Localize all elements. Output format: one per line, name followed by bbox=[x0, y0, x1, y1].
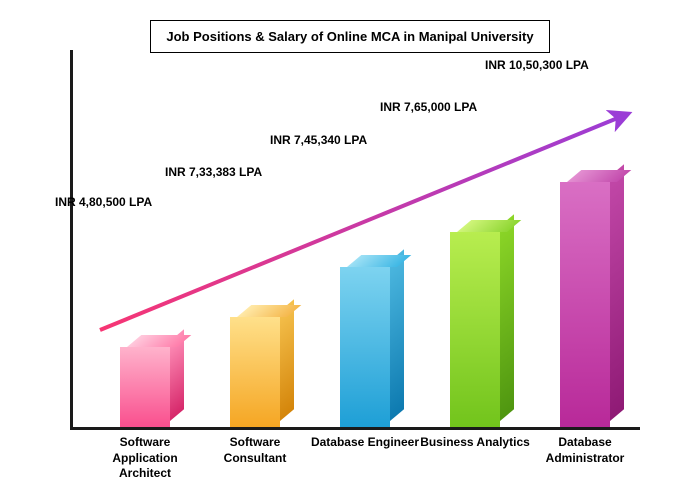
value-label: INR 7,65,000 LPA bbox=[380, 100, 477, 114]
bar-3 bbox=[450, 232, 514, 427]
bar-front bbox=[230, 317, 280, 427]
x-axis-label: Database Administrator bbox=[530, 435, 640, 466]
value-label: INR 7,33,383 LPA bbox=[165, 165, 262, 179]
value-label: INR 10,50,300 LPA bbox=[485, 58, 589, 72]
bar-2 bbox=[340, 267, 404, 427]
value-label: INR 7,45,340 LPA bbox=[270, 133, 367, 147]
bar-1 bbox=[230, 317, 294, 427]
bar-side bbox=[500, 214, 514, 421]
salary-bar-chart: Job Positions & Salary of Online MCA in … bbox=[60, 20, 660, 480]
bar-front bbox=[120, 347, 170, 427]
bars-area bbox=[70, 50, 640, 427]
bar-side bbox=[390, 249, 404, 421]
bar-0 bbox=[120, 347, 184, 427]
bar-4 bbox=[560, 182, 624, 427]
bar-front bbox=[560, 182, 610, 427]
bar-side bbox=[280, 299, 294, 421]
bar-front bbox=[340, 267, 390, 427]
x-axis-label: Database Engineer bbox=[310, 435, 420, 451]
x-axis-label: Business Analytics bbox=[420, 435, 530, 451]
bar-side bbox=[610, 164, 624, 421]
chart-axes bbox=[60, 50, 640, 430]
x-axis-label: Software Application Architect bbox=[90, 435, 200, 482]
chart-title: Job Positions & Salary of Online MCA in … bbox=[150, 20, 550, 53]
value-label: INR 4,80,500 LPA bbox=[55, 195, 152, 209]
x-axis bbox=[70, 427, 640, 430]
x-axis-label: Software Consultant bbox=[200, 435, 310, 466]
bar-front bbox=[450, 232, 500, 427]
